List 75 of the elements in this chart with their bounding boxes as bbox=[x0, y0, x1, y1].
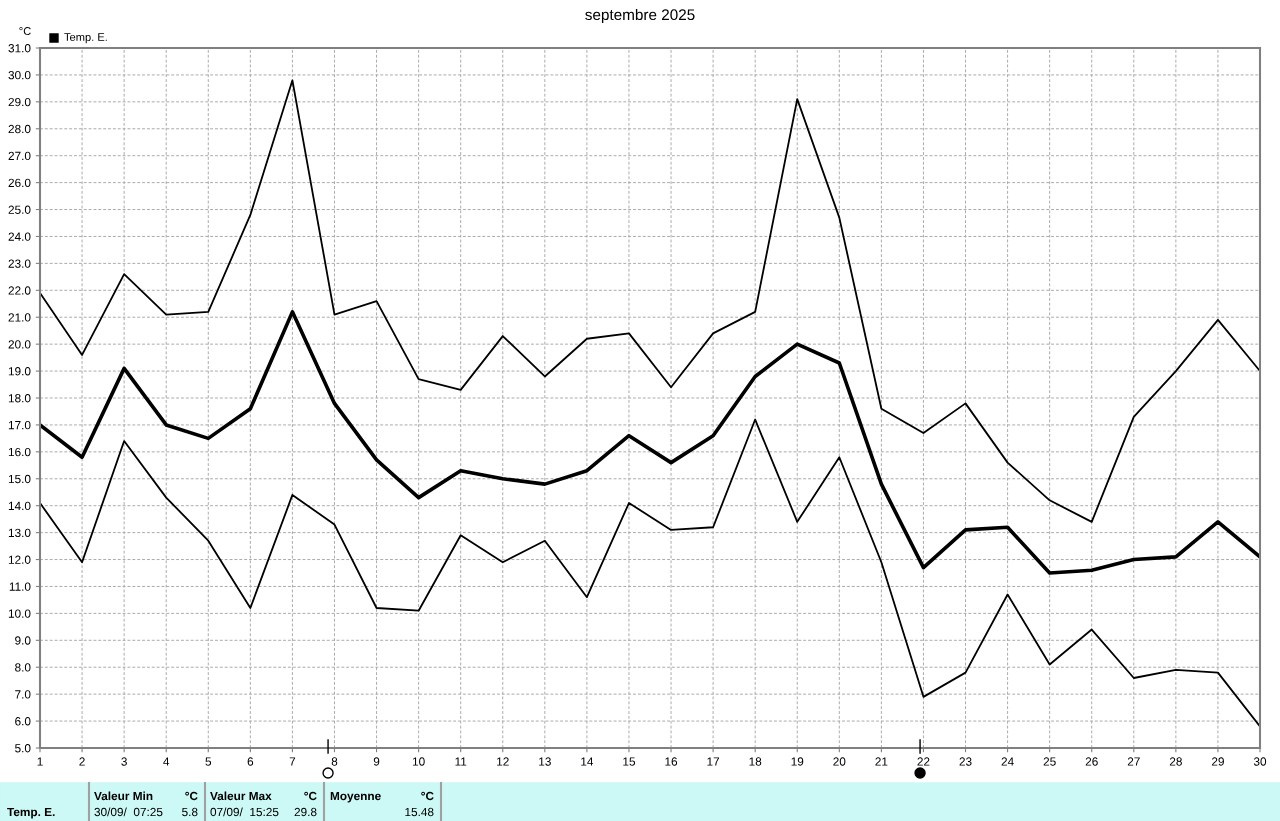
y-tick-label: 25.0 bbox=[8, 205, 31, 214]
x-tick-label: 30 bbox=[1253, 757, 1267, 766]
text: 07/09/ 15:25 bbox=[210, 807, 279, 817]
x-tick-label: 15 bbox=[623, 757, 636, 766]
x-tick-label: 14 bbox=[581, 757, 594, 766]
x-tick-label: 13 bbox=[539, 757, 551, 766]
y-tick-label: 22.0 bbox=[8, 286, 31, 295]
y-tick-label: 19.0 bbox=[8, 367, 31, 376]
y-tick-label: 8.0 bbox=[15, 663, 31, 672]
line-series bbox=[40, 79, 1260, 523]
text: Valeur Max bbox=[210, 791, 272, 801]
y-tick-label: 17.0 bbox=[8, 420, 31, 430]
y-tick-label: 26.0 bbox=[8, 178, 31, 188]
y-tick-label: 18.0 bbox=[8, 394, 31, 403]
y-tick-label: 31.0 bbox=[8, 44, 31, 53]
x-tick-label: 21 bbox=[875, 757, 888, 766]
y-tick-label: 7.0 bbox=[15, 690, 31, 699]
y-tick-label: 21.0 bbox=[8, 313, 31, 322]
x-tick-label: 26 bbox=[1085, 757, 1098, 766]
x-tick-label: 12 bbox=[497, 757, 509, 766]
y-tick-label: 30.0 bbox=[8, 70, 31, 80]
x-tick-label: 18 bbox=[749, 757, 762, 766]
chart-title: septembre 2025 bbox=[585, 8, 695, 24]
y-tick-label: 10.0 bbox=[8, 609, 31, 618]
x-tick-label: 6 bbox=[247, 757, 254, 766]
x-tick-label: 19 bbox=[791, 757, 804, 766]
y-tick-label: 29.0 bbox=[8, 97, 31, 107]
y-tick-label: 20.0 bbox=[8, 340, 31, 349]
y-tick-label: 15.0 bbox=[8, 474, 31, 484]
x-tick-label: 20 bbox=[833, 757, 846, 766]
x-tick-label: 29 bbox=[1211, 757, 1224, 766]
y-tick-label: 13.0 bbox=[8, 528, 31, 538]
x-tick-label: 5 bbox=[205, 757, 212, 766]
x-tick-label: 11 bbox=[455, 757, 467, 766]
x-tick-label: 17 bbox=[707, 757, 720, 766]
y-tick-label: 11.0 bbox=[9, 582, 31, 591]
x-tick-label: 22 bbox=[917, 757, 930, 766]
line-series bbox=[40, 418, 1260, 728]
text: Valeur Min bbox=[94, 791, 153, 801]
x-tick-label: 8 bbox=[331, 757, 338, 766]
x-tick-label: 16 bbox=[665, 757, 678, 766]
x-tick-label: 28 bbox=[1169, 757, 1182, 766]
x-tick-label: 7 bbox=[289, 757, 296, 766]
y-tick-label: 6.0 bbox=[15, 717, 31, 726]
text: °C bbox=[185, 791, 198, 801]
line-series bbox=[40, 310, 1260, 575]
y-axis-title: °C bbox=[19, 27, 31, 35]
y-tick-label: 24.0 bbox=[8, 232, 31, 241]
x-tick-label: 23 bbox=[959, 757, 972, 766]
text: 5.8 bbox=[182, 807, 198, 817]
y-tick-label: 27.0 bbox=[8, 151, 31, 161]
text: °C bbox=[304, 791, 317, 801]
text: 30/09/ 07:25 bbox=[94, 807, 163, 817]
x-tick-label: 10 bbox=[412, 757, 425, 766]
x-tick-label: 25 bbox=[1043, 757, 1056, 766]
x-tick-label: 1 bbox=[37, 757, 43, 766]
legend-label: Temp. E. bbox=[64, 33, 107, 44]
y-tick-label: 16.0 bbox=[8, 447, 31, 457]
text: °C bbox=[421, 791, 434, 801]
x-tick-label: 24 bbox=[1001, 757, 1014, 766]
y-tick-label: 12.0 bbox=[8, 555, 31, 564]
y-tick-label: 14.0 bbox=[8, 501, 31, 511]
y-tick-label: 9.0 bbox=[15, 636, 31, 645]
x-tick-label: 9 bbox=[373, 757, 380, 766]
x-tick-label: 4 bbox=[163, 757, 170, 766]
y-tick-label: 23.0 bbox=[8, 259, 31, 268]
x-tick-label: 27 bbox=[1127, 757, 1140, 766]
text: Temp. E. bbox=[7, 807, 55, 819]
text: 29.8 bbox=[294, 807, 317, 817]
y-tick-label: 5.0 bbox=[15, 744, 31, 753]
x-tick-label: 3 bbox=[121, 757, 127, 766]
text: 15.48 bbox=[405, 807, 434, 817]
y-tick-label: 28.0 bbox=[8, 124, 31, 134]
text: Moyenne bbox=[330, 791, 381, 803]
x-tick-label: 2 bbox=[79, 757, 85, 766]
